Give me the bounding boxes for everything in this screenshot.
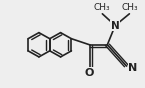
Text: N: N — [128, 63, 137, 73]
Text: CH₃: CH₃ — [122, 3, 138, 12]
Text: O: O — [85, 68, 94, 78]
Text: CH₃: CH₃ — [93, 3, 110, 12]
Text: N: N — [111, 21, 119, 31]
